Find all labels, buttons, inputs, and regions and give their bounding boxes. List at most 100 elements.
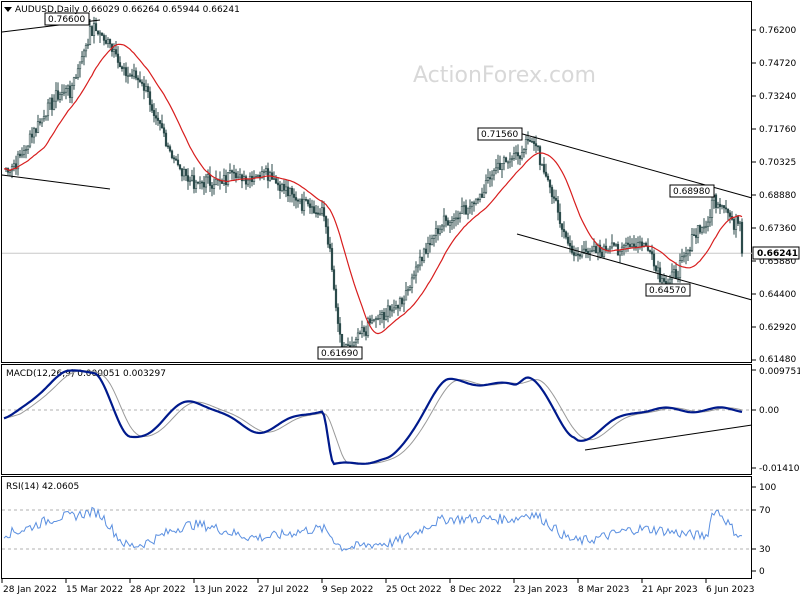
x-tick-label: 21 Apr 2023 (642, 585, 698, 595)
candle-body (548, 179, 552, 188)
annotation-low: 0.61690 (317, 346, 363, 360)
candle-body (206, 174, 210, 178)
candle-body (386, 305, 390, 317)
current-price-label: 0.66241 (757, 249, 798, 259)
candle-body (462, 205, 466, 207)
candle-body (204, 176, 208, 188)
candle-body (48, 97, 52, 104)
candle-body (224, 175, 228, 186)
candle-body (32, 128, 36, 138)
candle-body (530, 141, 534, 143)
candle-body (26, 145, 30, 150)
macd-lines (2, 369, 752, 466)
candle-body (514, 152, 518, 154)
candle-body (432, 235, 436, 239)
candle-body (506, 161, 510, 164)
candle-body (424, 248, 428, 254)
candle-body (278, 184, 282, 191)
candle-body (498, 162, 502, 170)
candle-body (364, 331, 368, 336)
candle-body (292, 193, 296, 198)
candle-body (276, 182, 280, 186)
candle-body (290, 188, 294, 195)
candle-body (378, 314, 382, 319)
candle-body (210, 185, 214, 189)
candle-body (22, 150, 26, 155)
price-tick: 0.64400 (759, 290, 796, 300)
price-panel (1, 1, 752, 363)
macd-signal-line (3, 370, 743, 464)
x-tick-label: 13 Jun 2022 (194, 585, 248, 595)
candle-body (112, 49, 116, 52)
candle-body (690, 234, 694, 251)
candle-body (546, 175, 550, 181)
candle-body (226, 172, 230, 186)
annotation-recent-high: 0.68980 (669, 184, 715, 198)
candle-body (522, 149, 526, 153)
candle-body (322, 207, 326, 217)
rsi-tick: 70 (759, 506, 771, 516)
moving-average (3, 43, 743, 335)
candle-body (74, 77, 78, 79)
candle-body (80, 56, 84, 63)
candle-body (222, 175, 226, 184)
annotation-swing-low: 0.64570 (645, 283, 691, 297)
candle-body (300, 198, 304, 211)
candle-body (28, 133, 32, 147)
candle-body (510, 158, 514, 160)
candle-body (308, 203, 312, 208)
candle-body (598, 244, 602, 253)
candle-body (718, 203, 722, 207)
candle-body (714, 194, 718, 208)
candle-body (36, 121, 40, 133)
candle-body (482, 191, 486, 198)
x-tick-label: 15 Mar 2022 (66, 585, 123, 595)
candle-body (82, 50, 86, 58)
candle-body (568, 243, 572, 247)
candle-body (566, 236, 570, 244)
candle-body (412, 274, 416, 279)
candle-body (484, 180, 488, 193)
candle-body (706, 221, 710, 227)
candle-body (396, 305, 400, 309)
candle-body (332, 269, 336, 290)
candle-body (146, 86, 150, 92)
candle-body (212, 184, 216, 189)
dropdown-icon[interactable] (4, 7, 12, 12)
candle-body (684, 253, 688, 257)
svg-text:0.64570: 0.64570 (649, 286, 686, 296)
candle-body (374, 318, 378, 320)
svg-text:0.76600: 0.76600 (48, 15, 85, 25)
candle-body (260, 171, 264, 179)
candle-body (428, 243, 432, 246)
macd-tick: -0.014107 (759, 464, 800, 474)
candle-body (132, 70, 136, 77)
candle-body (370, 320, 374, 324)
candle-body (160, 123, 164, 129)
candle-body (84, 45, 88, 52)
candle-body (612, 242, 616, 246)
macd-tick: 0.009751 (759, 367, 800, 377)
candle-body (252, 176, 256, 183)
candle-body (354, 339, 358, 343)
candle-body (152, 110, 156, 116)
candle-body (360, 327, 364, 334)
candle-body (296, 199, 300, 202)
candle-body (156, 117, 160, 121)
candle-body (464, 205, 468, 215)
candle-body (40, 118, 44, 124)
candle-body (376, 318, 380, 320)
candle-body (190, 175, 194, 181)
candle-body (8, 170, 12, 173)
candle-body (316, 212, 320, 215)
candle-body (136, 77, 140, 81)
candle-body (538, 146, 542, 166)
candle-body (346, 344, 350, 346)
candle-body (654, 265, 658, 272)
candle-body (384, 315, 388, 320)
candle-body (208, 174, 212, 186)
candle-body (294, 197, 298, 201)
candle-body (98, 32, 102, 35)
candle-body (490, 174, 494, 180)
svg-text:0.61690: 0.61690 (321, 349, 358, 359)
